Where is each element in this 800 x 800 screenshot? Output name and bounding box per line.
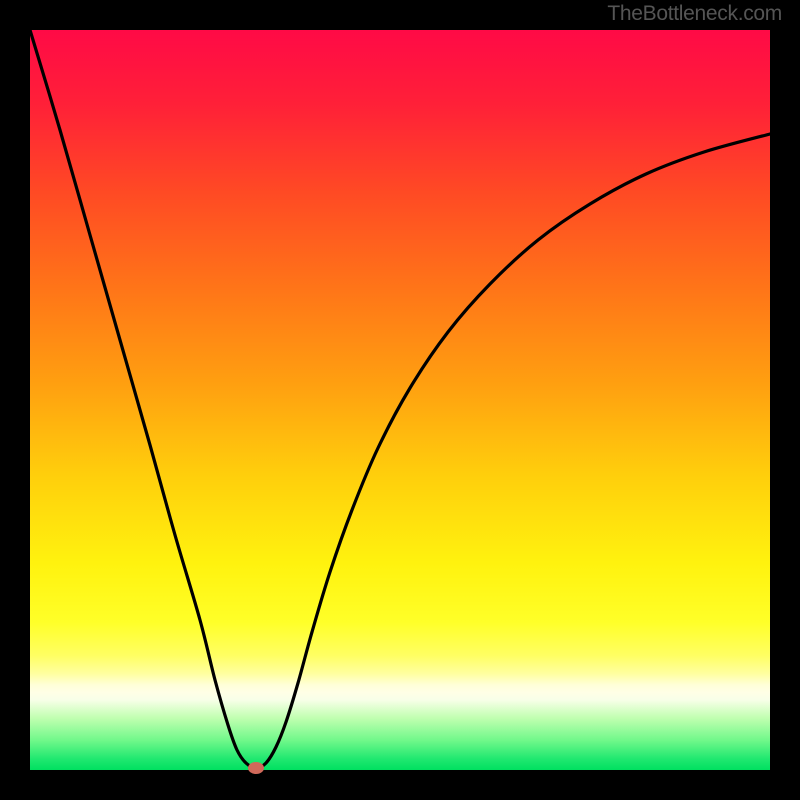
optimal-point-marker: [248, 762, 264, 774]
attribution-text: TheBottleneck.com: [607, 2, 782, 26]
plot-background: [30, 30, 770, 770]
bottleneck-chart: [0, 0, 800, 800]
